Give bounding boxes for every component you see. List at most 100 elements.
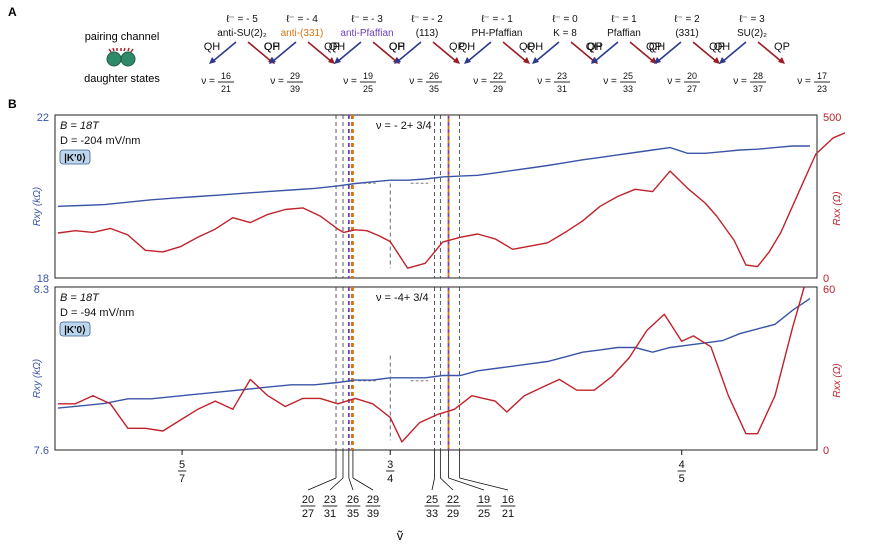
- daughter-state-6: ν = 25 33: [603, 71, 636, 94]
- marker-connector-1: [329, 477, 344, 491]
- marker-connector-6: [448, 477, 485, 491]
- rxx-line-0: [57, 132, 846, 269]
- channel-name-6: Pfaffian: [607, 28, 641, 39]
- qh-label-6: QH: [586, 41, 603, 53]
- qh-arrow-7: [656, 41, 682, 63]
- marker-label-7-num: 16: [502, 494, 514, 506]
- daughter-den-8: 37: [753, 84, 763, 94]
- channel-ell-8: ℓ⁻ = 3: [739, 14, 765, 25]
- qh-arrowhead-2: [334, 57, 341, 64]
- daughter-state-4: ν = 22 29: [473, 71, 506, 94]
- rxy-line-0: [57, 145, 810, 207]
- qp-arrowhead-7: [713, 57, 720, 64]
- daughter-state-9: ν = 17 23: [797, 71, 830, 94]
- qh-arrow-2: [336, 41, 362, 63]
- pairing-channel-label: pairing channel: [85, 31, 160, 43]
- marker-label-6-den: 25: [478, 508, 490, 520]
- qh-label-1: QH: [264, 41, 281, 53]
- qh-label-5: QH: [527, 41, 544, 53]
- daughter-num-4: 22: [493, 71, 503, 81]
- qp-arrowhead-8: [778, 57, 785, 64]
- marker-connector-4: [431, 477, 435, 491]
- qp-label-0: QP: [264, 41, 280, 53]
- right-axis-max-0: 500: [823, 112, 841, 124]
- state-badge-box-1: [59, 321, 91, 337]
- qh-arrowhead-6: [591, 57, 598, 64]
- marker-label-7-den: 21: [502, 508, 514, 520]
- channel-name-3: (113): [416, 28, 439, 39]
- left-axis-label-0: Rxy (kΩ): [32, 187, 43, 226]
- marker-label-0-num: 20: [302, 494, 314, 506]
- channel-name-8: SU(2)₂: [737, 28, 767, 39]
- daughter-states-label: daughter states: [84, 73, 160, 85]
- plot-frame-1: [54, 286, 818, 451]
- qp-arrow-8: [757, 41, 783, 63]
- qp-arrow-0: [247, 41, 273, 63]
- plot-panels: 22 18 500 0 Rxy (kΩ) Rxx (Ω) B = 18T D = -204 m…: [32, 112, 846, 457]
- displacement-label-0: D = -204 mV/nm: [60, 135, 140, 147]
- daughter-state-5: ν = 23 31: [537, 71, 570, 94]
- right-axis-label-0: Rxx (Ω): [832, 191, 843, 225]
- field-label-0: B = 18T: [60, 120, 100, 132]
- field-label-1: B = 18T: [60, 292, 100, 304]
- channel-name-0: anti-SU(2)₂: [217, 28, 267, 39]
- qh-arrowhead-0: [209, 57, 216, 64]
- qh-label-3: QH: [389, 41, 406, 53]
- channel-ell-4: ℓ⁻ = - 1: [481, 14, 513, 25]
- marker-connector-7: [459, 477, 509, 491]
- marker-label-2-den: 35: [347, 508, 359, 520]
- marker-label-5-den: 29: [447, 508, 459, 520]
- daughter-den-1: 39: [290, 84, 300, 94]
- qh-label-0: QH: [204, 41, 221, 53]
- qh-label-8: QH: [714, 41, 731, 53]
- daughter-num-1: 29: [290, 71, 300, 81]
- x-tick-label-0-num: 5: [179, 459, 185, 471]
- marker-label-3-num: 29: [367, 494, 379, 506]
- left-axis-max-1: 8.3: [34, 284, 49, 296]
- daughter-den-4: 29: [493, 84, 503, 94]
- daughter-den-6: 33: [623, 84, 633, 94]
- plot-frame-0: [54, 114, 818, 279]
- daughter-num-8: 28: [753, 71, 763, 81]
- qp-arrow-2: [372, 41, 398, 63]
- x-tick-label-2: 45: [677, 459, 686, 485]
- qp-label-2: QP: [389, 41, 405, 53]
- channel-ell-0: ℓ⁻ = - 5: [226, 14, 258, 25]
- qh-arrow-8: [721, 41, 747, 63]
- channel-ell-7: ℓ⁻ = 2: [674, 14, 700, 25]
- channel-ell-6: ℓ⁻ = 1: [611, 14, 637, 25]
- channel-ell-5: ℓ⁻ = 0: [552, 14, 578, 25]
- filling-label-1: ν = -4+ 3/4: [376, 292, 429, 304]
- qh-arrowhead-4: [464, 57, 471, 64]
- state-badge-box-0: [59, 149, 91, 165]
- marker-label-1-num: 23: [324, 494, 336, 506]
- channel-name-7: (331): [675, 28, 698, 39]
- daughter-num-3: 26: [429, 71, 439, 81]
- qh-label-4: QH: [459, 41, 476, 53]
- qp-label-6: QP: [646, 41, 662, 53]
- x-tick-label-2-den: 5: [679, 473, 685, 485]
- daughter-state-1: ν = 29 39: [270, 71, 303, 94]
- qp-label-3: QP: [449, 41, 465, 53]
- daughter-state-7: ν = 20 27: [667, 71, 700, 94]
- marker-connector-3: [352, 477, 374, 491]
- daughter-state-0: ν = 16 21: [201, 71, 234, 94]
- marker-label-0-den: 27: [302, 508, 314, 520]
- qp-arrow-7: [692, 41, 718, 63]
- qp-arrowhead-4: [523, 57, 530, 64]
- rxy-line-1: [57, 298, 811, 409]
- daughter-num-7: 20: [687, 71, 697, 81]
- pairing-icon: [106, 47, 136, 67]
- marker-label-1-den: 31: [324, 508, 336, 520]
- qh-arrowhead-1: [269, 57, 276, 64]
- left-axis-min-0: 18: [37, 273, 49, 285]
- channel-name-5: K = 8: [553, 28, 577, 39]
- left-axis-label-1: Rxy (kΩ): [32, 359, 43, 398]
- panel-a: A pairing channel daughter states ℓ⁻ = -…: [8, 5, 830, 94]
